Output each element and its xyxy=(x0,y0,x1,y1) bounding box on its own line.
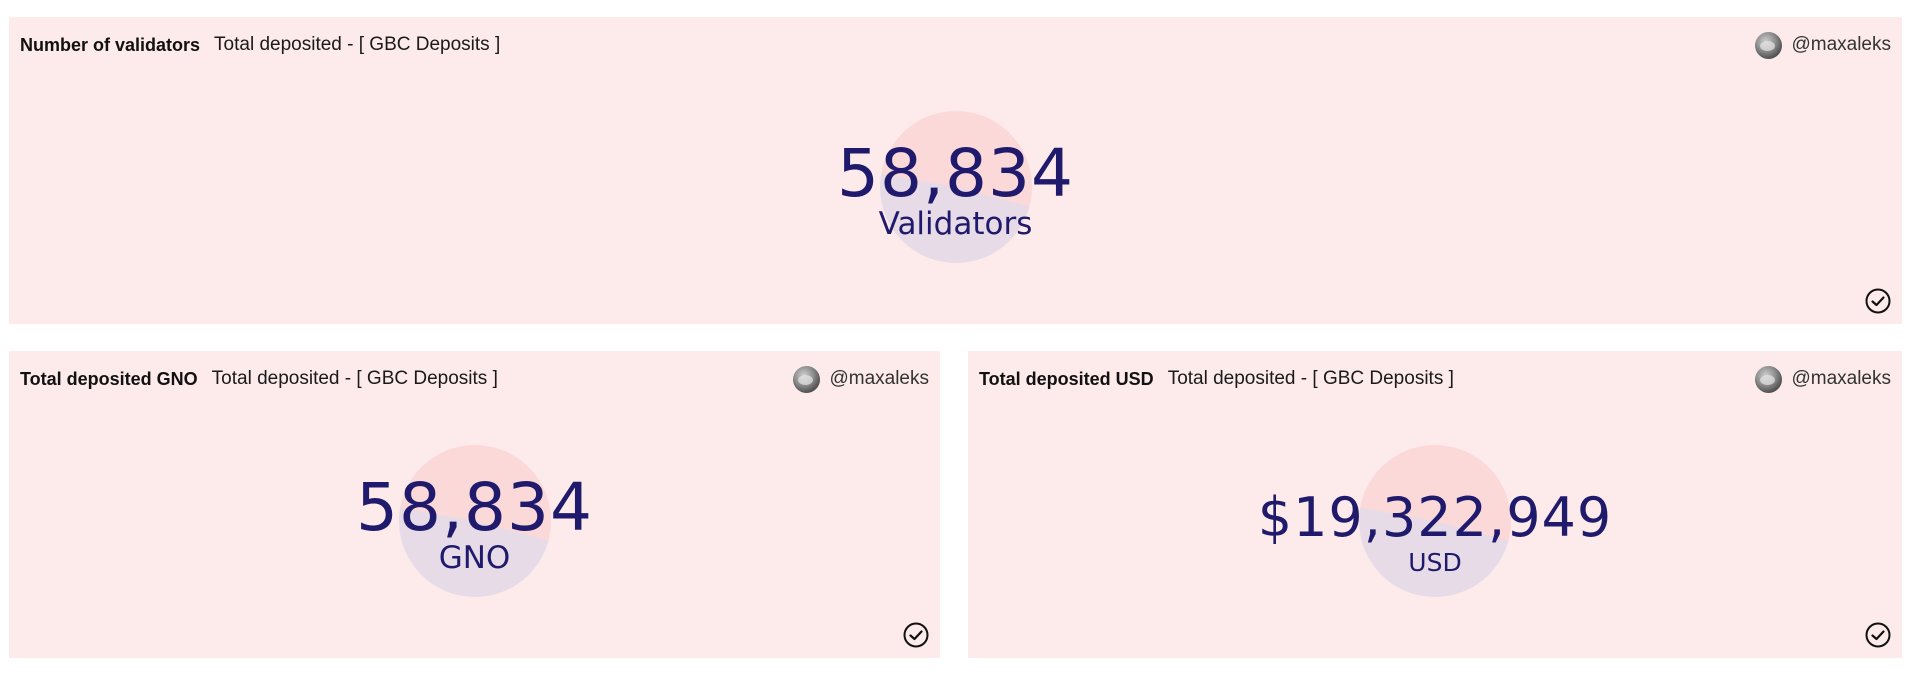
avatar xyxy=(1755,365,1783,393)
counter-value-block: 58,834 GNO xyxy=(9,469,940,576)
counter-unit: USD xyxy=(1408,548,1462,577)
counter-value-block: 58,834 Validators xyxy=(9,135,1902,242)
counter-unit: GNO xyxy=(438,540,511,576)
author-name: @maxaleks xyxy=(1791,34,1891,55)
card-title: Total deposited USD xyxy=(979,368,1154,389)
counter-value: 58,834 xyxy=(356,469,593,546)
card-header: Total deposited USD Total deposited - [ … xyxy=(979,351,1891,407)
card-query-link[interactable]: Total deposited - [ GBC Deposits ] xyxy=(214,34,501,55)
author-link[interactable]: @maxaleks xyxy=(1755,365,1891,393)
card-header: Number of validators Total deposited - [… xyxy=(20,17,1891,73)
counter-value-block: $19,322,949 USD xyxy=(968,489,1902,579)
check-circle-icon[interactable] xyxy=(1865,288,1891,314)
card-header: Total deposited GNO Total deposited - [ … xyxy=(20,351,929,407)
counter-area: 58,834 Validators xyxy=(9,73,1902,324)
decorative-circle xyxy=(1359,445,1511,597)
counter-unit: Validators xyxy=(878,206,1033,242)
author-link[interactable]: @maxaleks xyxy=(1755,31,1891,59)
check-circle-icon[interactable] xyxy=(903,622,929,648)
card-query-link[interactable]: Total deposited - [ GBC Deposits ] xyxy=(211,368,498,389)
counter-value: 58,834 xyxy=(837,135,1074,212)
card-title: Total deposited GNO xyxy=(20,368,198,389)
validators-card: Number of validators Total deposited - [… xyxy=(9,17,1902,324)
gno-card: Total deposited GNO Total deposited - [ … xyxy=(9,351,940,658)
avatar xyxy=(1755,31,1783,59)
counter-area: 58,834 GNO xyxy=(9,407,940,658)
card-query-link[interactable]: Total deposited - [ GBC Deposits ] xyxy=(1167,368,1454,389)
author-name: @maxaleks xyxy=(1791,368,1891,389)
counter-area: $19,322,949 USD xyxy=(968,407,1902,658)
author-name: @maxaleks xyxy=(829,368,929,389)
check-circle-icon[interactable] xyxy=(1865,622,1891,648)
usd-card: Total deposited USD Total deposited - [ … xyxy=(968,351,1902,658)
decorative-circle xyxy=(398,445,551,597)
author-link[interactable]: @maxaleks xyxy=(793,365,929,393)
card-title: Number of validators xyxy=(20,34,201,55)
avatar xyxy=(793,365,821,393)
decorative-circle xyxy=(879,111,1032,263)
counter-value: $19,322,949 xyxy=(1257,486,1613,549)
